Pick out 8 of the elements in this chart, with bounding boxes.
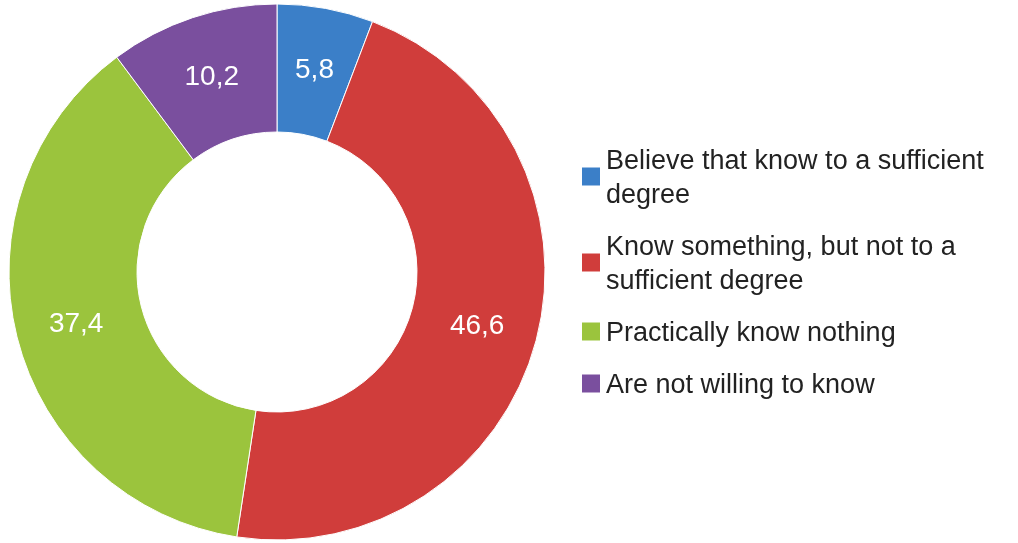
legend-label: Know something, but not to a sufficient degree <box>606 230 964 295</box>
data-label: 10,2 <box>184 60 240 92</box>
legend-label: Are not willing to know <box>606 368 876 399</box>
legend-label: Believe that know to a sufficient degree <box>606 144 992 209</box>
legend-label: Practically know nothing <box>606 316 896 347</box>
data-label: 46,6 <box>449 309 505 341</box>
data-label: 37,4 <box>48 306 104 338</box>
data-label: 5,8 <box>295 52 334 84</box>
